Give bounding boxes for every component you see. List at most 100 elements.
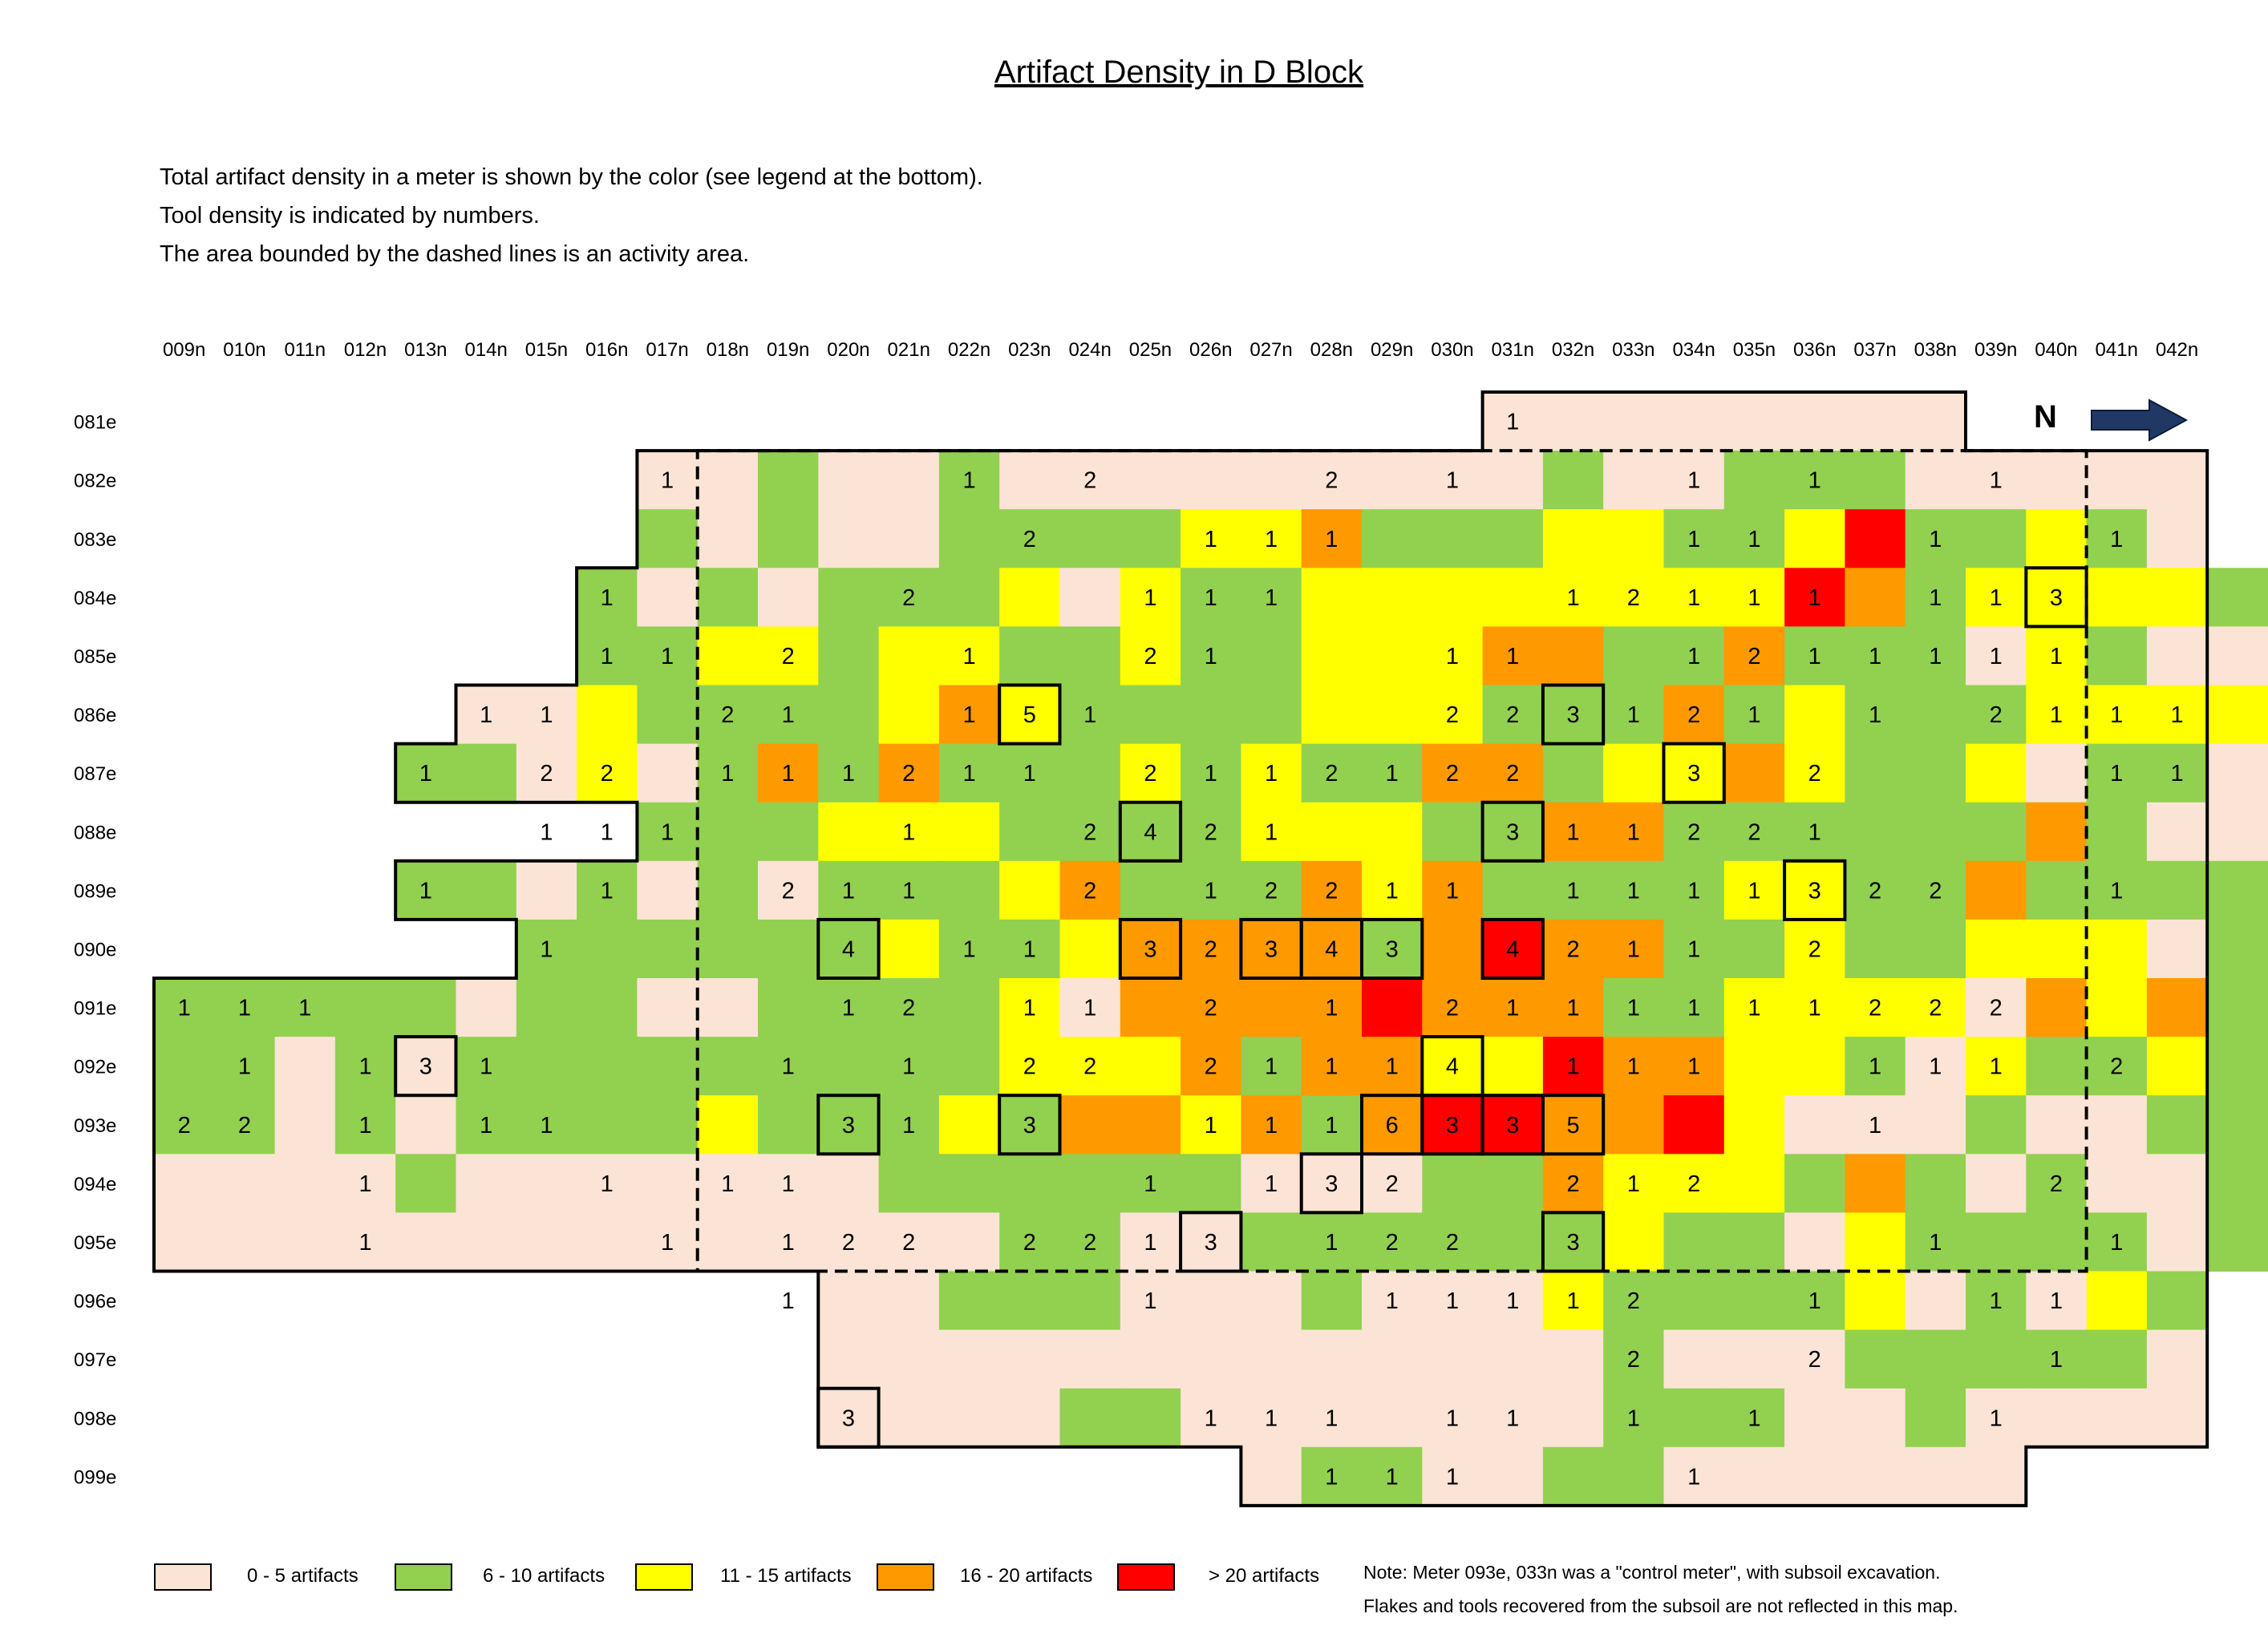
cell-086e-033n [1603, 685, 1665, 745]
tool-count-086e-014n: 1 [480, 702, 492, 728]
cell-082e-031n [1482, 451, 1544, 510]
row-label-099e: 099e [74, 1466, 116, 1488]
cell-093e-036n [1784, 1095, 1845, 1155]
cell-093e-032n [1542, 1095, 1604, 1155]
row-label-081e: 081e [74, 412, 116, 434]
cell-082e-041n [2086, 451, 2148, 510]
cell-092e-017n [637, 1037, 699, 1096]
row-label-086e: 086e [74, 705, 116, 726]
tool-count-094e-025n: 1 [1144, 1171, 1156, 1197]
tool-count-091e-035n: 1 [1748, 996, 1760, 1021]
cell-089e-039n [1966, 860, 2027, 920]
cell-090e-029n [1362, 919, 1423, 979]
cell-098e-035n [1723, 1388, 1785, 1448]
cell-086e-022n [938, 685, 1000, 745]
cell-090e-019n [758, 919, 819, 979]
cell-090e-042n [2146, 919, 2208, 979]
boxed-cell-090e-031n [1480, 917, 1545, 981]
cell-087e-034n [1663, 743, 1725, 803]
tool-count-092e-019n: 1 [782, 1054, 795, 1080]
cell-086e-028n [1301, 685, 1363, 745]
tool-count-089e-019n: 2 [782, 878, 795, 904]
tool-count-084e-027n: 1 [1265, 585, 1278, 611]
cell-093e-018n [697, 1095, 759, 1155]
cell-084e-024n [1059, 568, 1121, 627]
cell-093e-038n [1905, 1095, 1966, 1155]
tool-count-091e-020n: 1 [842, 996, 855, 1021]
cell-085e-024n [1059, 626, 1121, 686]
tool-count-092e-012n: 1 [358, 1054, 371, 1080]
cell-091e-018n [697, 978, 759, 1037]
cell-094e-039n [1966, 1154, 2027, 1213]
tool-count-093e-026n: 1 [1205, 1113, 1217, 1138]
tool-count-096e-032n: 1 [1566, 1288, 1579, 1314]
tool-count-084e-032n: 1 [1566, 585, 1579, 611]
cell-083e-021n [878, 509, 940, 568]
tool-count-087e-026n: 1 [1205, 761, 1217, 787]
cell-091e-028n [1301, 978, 1363, 1037]
column-label-024n: 024n [1068, 339, 1111, 361]
cell-083e-031n [1482, 509, 1544, 568]
cell-085e-029n [1362, 626, 1423, 686]
cell-091e-012n [334, 978, 396, 1037]
cell-091e-031n [1482, 978, 1544, 1037]
cell-097e-032n [1542, 1329, 1604, 1389]
tool-count-083e-023n: 2 [1023, 527, 1036, 552]
cell-085e-031n [1482, 626, 1544, 686]
cell-086e-014n [456, 685, 517, 745]
tool-count-098e-031n: 1 [1506, 1405, 1519, 1431]
cell-094e-022n [938, 1154, 1000, 1213]
cell-082e-027n [1241, 451, 1302, 510]
tool-count-091e-032n: 1 [1566, 996, 1579, 1021]
tool-count-093e-028n: 1 [1325, 1113, 1338, 1138]
cell-081e-031n [1482, 392, 1544, 451]
tool-count-089e-026n: 1 [1205, 878, 1217, 904]
column-label-033n: 033n [1612, 339, 1654, 361]
cell-091e-022n [938, 978, 1000, 1037]
tool-count-098e-035n: 1 [1748, 1405, 1760, 1431]
tool-count-090e-036n: 2 [1808, 936, 1821, 962]
tool-count-082e-039n: 1 [1990, 468, 2003, 494]
cell-090e-034n [1663, 919, 1725, 979]
cell-095e-036n [1784, 1212, 1845, 1272]
cell-095e-018n [697, 1212, 759, 1272]
cell-089e-015n [516, 860, 577, 920]
cell-084e-035n [1723, 568, 1785, 627]
cell-086e-017n [637, 685, 699, 745]
cell-091e-023n [999, 978, 1061, 1037]
cell-088e-029n [1362, 802, 1423, 862]
cell-094e-031n [1482, 1154, 1544, 1213]
cell-094e-015n [516, 1154, 577, 1213]
cell-084e-030n [1422, 568, 1484, 627]
column-label-015n: 015n [525, 339, 568, 361]
column-label-010n: 010n [223, 339, 265, 361]
tool-count-093e-023n: 3 [1023, 1113, 1036, 1138]
cell-090e-033n [1603, 919, 1665, 979]
cell-087e-016n [577, 743, 638, 803]
cell-093e-025n [1120, 1095, 1181, 1155]
column-label-018n: 018n [707, 339, 749, 361]
tool-count-087e-020n: 1 [842, 761, 855, 787]
cell-088e-undefined [2207, 802, 2268, 862]
tool-count-088e-021n: 1 [902, 819, 915, 845]
cell-092e-023n [999, 1037, 1061, 1096]
cell-083e-025n [1120, 509, 1181, 568]
cell-091e-025n [1120, 978, 1181, 1037]
cell-083e-029n [1362, 509, 1423, 568]
cell-099e-039n [1966, 1446, 2027, 1507]
tool-count-089e-035n: 1 [1748, 878, 1760, 904]
cell-096e-042n [2146, 1271, 2208, 1331]
tool-count-090e-034n: 1 [1687, 936, 1700, 962]
cell-094e-010n [214, 1154, 276, 1213]
cell-094e-027n [1241, 1154, 1302, 1213]
cell-095e-040n [2026, 1212, 2088, 1272]
boxed-cell-088e-031n [1480, 800, 1545, 863]
cell-090e-undefined [2207, 919, 2268, 979]
cell-090e-025n [1120, 919, 1181, 979]
cell-091e-009n [154, 978, 215, 1037]
cell-088e-026n [1181, 802, 1241, 862]
cell-087e-038n [1905, 743, 1966, 803]
cell-094e-033n [1603, 1154, 1665, 1213]
tool-count-093e-012n: 1 [358, 1113, 371, 1138]
cell-093e-019n [758, 1095, 819, 1155]
